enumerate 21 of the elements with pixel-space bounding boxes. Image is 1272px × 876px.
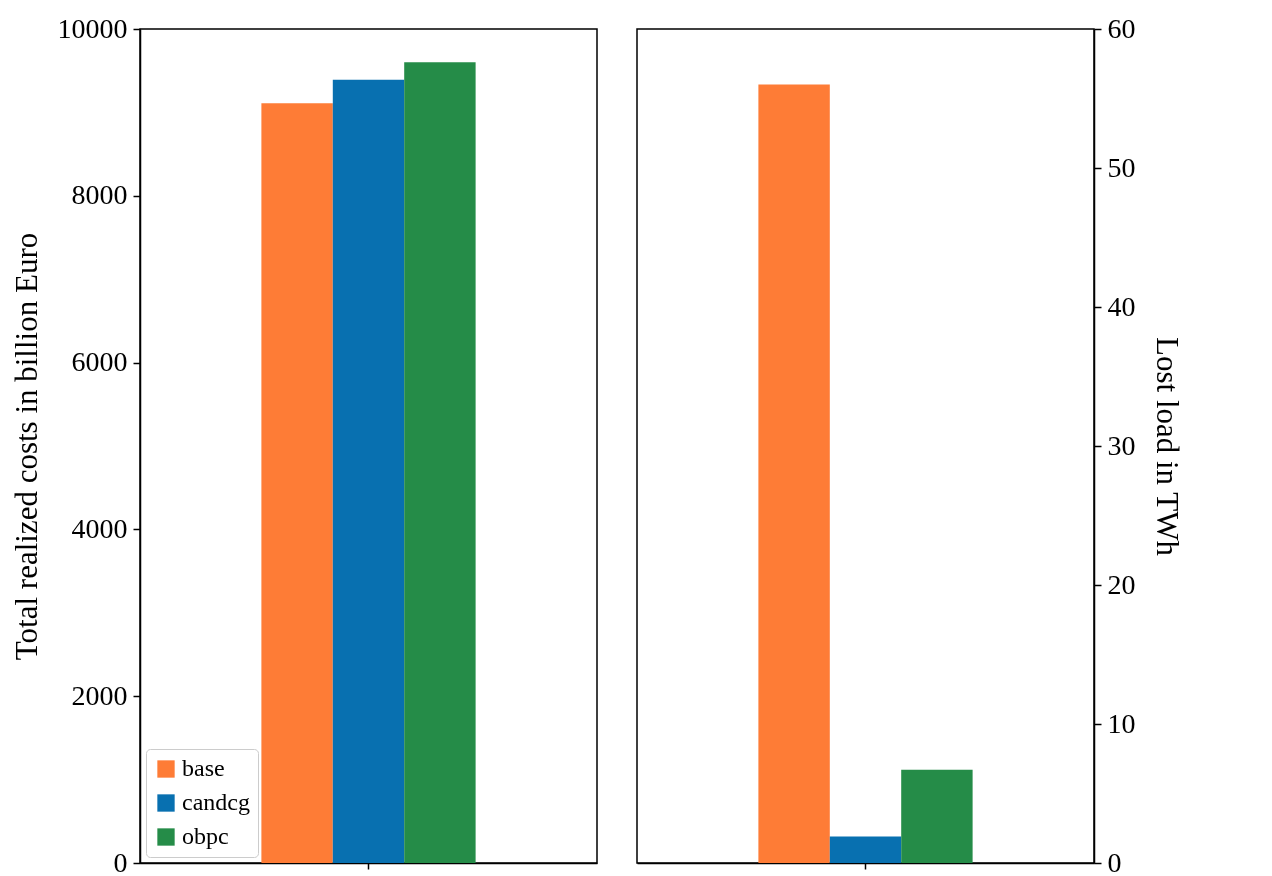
y-tick-label: 8000: [71, 179, 128, 211]
y-tick-label: 6000: [71, 346, 128, 378]
y-tick-label: 2000: [71, 679, 128, 711]
y-tick-label: 50: [1107, 151, 1136, 183]
y-tick-label: 40: [1107, 290, 1136, 322]
bar: [901, 769, 973, 863]
y-tick-label: 4000: [71, 512, 128, 544]
y-tick-label: 60: [1107, 12, 1136, 44]
legend-label: candcg: [182, 789, 250, 815]
y-tick-label: 20: [1107, 568, 1136, 600]
y-tick-label: 0: [113, 846, 128, 876]
bar: [758, 84, 830, 863]
y-axis-title: Total realized costs in billion Euro: [8, 232, 44, 661]
y-axis-title: Lost load in TWh: [1149, 337, 1185, 557]
legend-label: obpc: [182, 823, 229, 849]
y-tick-label: 30: [1107, 429, 1136, 461]
legend-label: base: [182, 755, 225, 781]
bar: [829, 836, 902, 863]
y-tick-label: 10000: [57, 12, 128, 44]
y-tick-label: 10: [1107, 707, 1136, 739]
y-tick-label: 0: [1107, 846, 1122, 876]
